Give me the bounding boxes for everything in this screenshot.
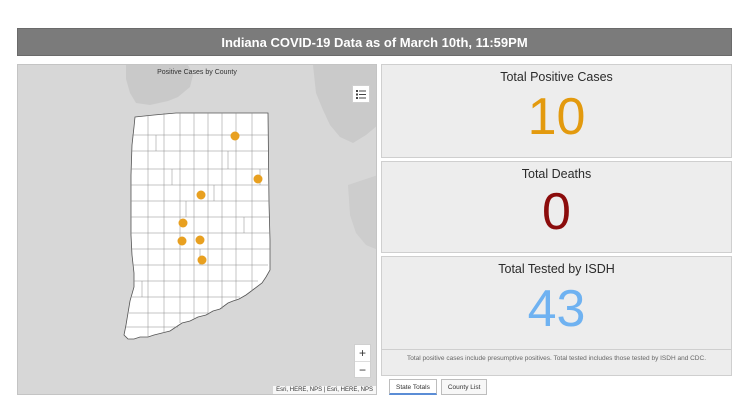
deaths-label: Total Deaths xyxy=(521,167,592,181)
view-tabs: State Totals County List xyxy=(389,379,488,395)
map-canvas[interactable] xyxy=(18,65,377,395)
zoom-out-button[interactable]: − xyxy=(355,361,370,377)
legend-button[interactable] xyxy=(352,85,370,103)
case-markers xyxy=(177,131,263,265)
case-marker xyxy=(196,190,206,200)
deaths-card: Total Deaths 0 xyxy=(381,161,732,253)
case-marker xyxy=(230,131,240,141)
case-marker xyxy=(197,255,207,265)
tested-card: Total Tested by ISDH 43 xyxy=(381,256,732,350)
case-marker xyxy=(178,218,188,228)
stats-panel: Total Positive Cases 10 Total Deaths 0 T… xyxy=(381,64,732,376)
tab-county-list[interactable]: County List xyxy=(440,379,488,395)
tested-value: 43 xyxy=(527,280,586,338)
list-icon xyxy=(356,89,366,99)
map-title: Positive Cases by County xyxy=(157,69,237,76)
indiana-outline xyxy=(123,112,271,340)
stats-footnote: Total positive cases include presumptive… xyxy=(381,350,732,376)
positive-cases-label: Total Positive Cases xyxy=(500,70,613,84)
tab-state-totals[interactable]: State Totals xyxy=(389,379,437,395)
county-map[interactable]: Positive Cases by County + − Esri, HERE,… xyxy=(17,64,377,395)
lake-shore-right xyxy=(313,65,376,143)
lake-michigan xyxy=(126,65,193,105)
lake-erie xyxy=(348,175,376,250)
zoom-in-button[interactable]: + xyxy=(358,346,366,360)
zoom-control: + − xyxy=(354,344,371,378)
map-attribution: Esri, HERE, NPS | Esri, HERE, NPS xyxy=(273,386,376,394)
case-marker xyxy=(253,174,263,184)
deaths-value: 0 xyxy=(542,183,571,241)
county-boundaries xyxy=(126,113,270,337)
positive-cases-value: 10 xyxy=(527,88,586,146)
tested-label: Total Tested by ISDH xyxy=(498,262,615,276)
positive-cases-card: Total Positive Cases 10 xyxy=(381,64,732,158)
case-marker xyxy=(195,235,205,245)
case-marker xyxy=(177,236,187,246)
dashboard-title: Indiana COVID-19 Data as of March 10th, … xyxy=(17,28,732,56)
